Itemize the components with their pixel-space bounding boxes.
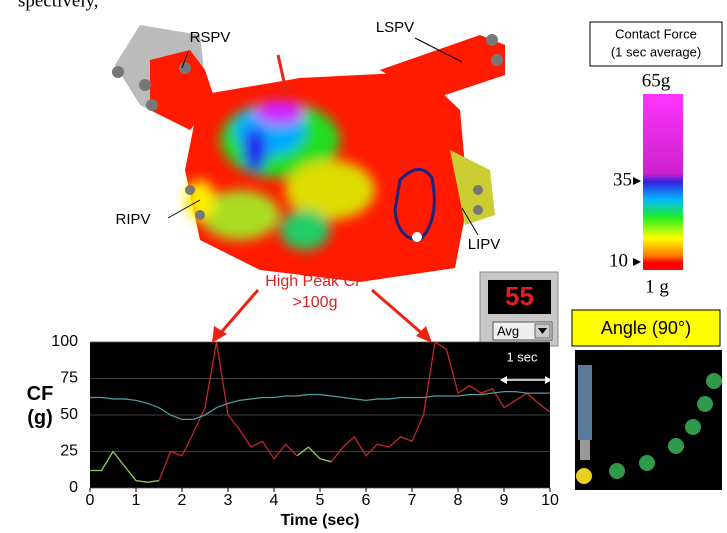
cf-trace <box>158 340 551 481</box>
y-tick-label: 25 <box>60 443 78 460</box>
x-tick-label: 5 <box>316 492 325 509</box>
cf-chart: 0 25 50 75 100 0 1 2 3 4 5 6 7 8 9 10 <box>51 333 559 509</box>
map-label: RSPV <box>190 29 231 46</box>
angle-title: Angle (90°) <box>601 318 691 338</box>
x-tick-label: 4 <box>270 492 279 509</box>
x-tick-label: 1 <box>132 492 141 509</box>
cf-trace <box>90 390 550 421</box>
x-axis-label: Time (sec) <box>281 512 360 529</box>
y-tick-label: 0 <box>69 479 78 496</box>
colorbar-title-box <box>589 21 723 67</box>
readout-value: 55 <box>505 281 534 311</box>
mode-label: Avg <box>497 323 519 338</box>
colorbar-label: 35 <box>613 169 632 190</box>
colorbar-label: 10 <box>609 250 628 271</box>
y-tick-label: 75 <box>60 370 78 387</box>
colorbar-label: 65g <box>642 70 671 91</box>
x-tick-label: 7 <box>408 492 417 509</box>
x-tick-label: 10 <box>541 492 559 509</box>
map-label: LIPV <box>468 236 501 253</box>
annotation: 1 sec <box>506 349 538 364</box>
top-text: spectively, <box>18 0 99 11</box>
colorbar-title: (1 sec average) <box>611 44 701 59</box>
x-tick-label: 0 <box>86 492 95 509</box>
y-tick-label: 50 <box>60 406 78 423</box>
x-tick-label: 2 <box>178 492 187 509</box>
annotation: >100g <box>293 294 338 311</box>
x-tick-label: 9 <box>500 492 509 509</box>
cf-trace <box>90 446 332 483</box>
map-label: LSPV <box>376 19 414 36</box>
x-tick-label: 3 <box>224 492 233 509</box>
readout-display <box>488 280 551 314</box>
y-axis-label: CF (g) <box>26 383 54 429</box>
colorbar <box>643 94 683 270</box>
electroanatomic-map <box>112 25 505 282</box>
annotation: High Peak CF <box>265 273 365 290</box>
x-tick-label: 6 <box>362 492 371 509</box>
colorbar-label: 1 g <box>645 276 669 297</box>
map-label: RIPV <box>115 211 150 228</box>
x-tick-label: 8 <box>454 492 463 509</box>
y-tick-label: 100 <box>51 333 78 350</box>
colorbar-title: Contact Force <box>615 26 697 41</box>
angle-title-box <box>571 309 721 347</box>
